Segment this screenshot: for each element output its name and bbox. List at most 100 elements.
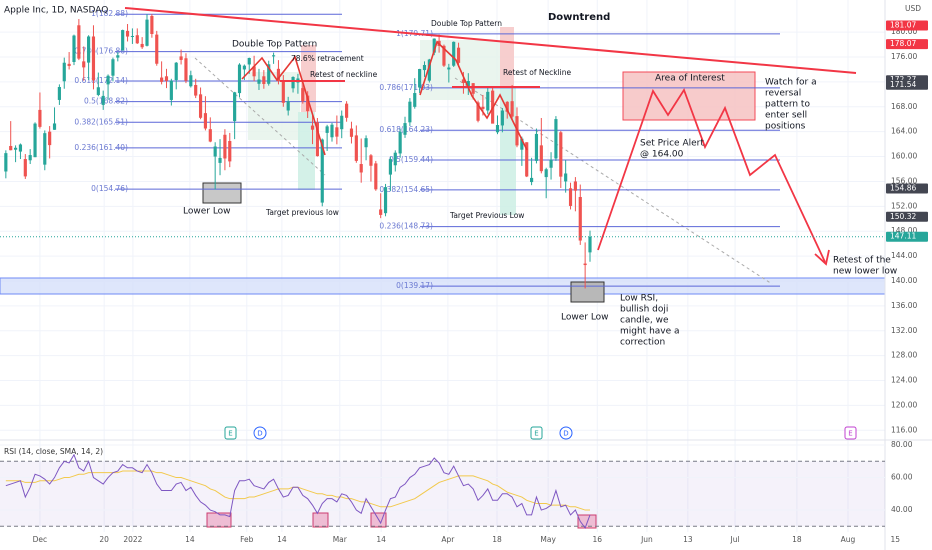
event-icon: [530, 426, 543, 440]
candle-body: [48, 131, 52, 146]
candle-body: [354, 135, 358, 161]
rsi-band: [0, 461, 885, 527]
price-tag-label: 178.07: [890, 39, 916, 48]
event-label[interactable]: E: [848, 430, 852, 438]
candle-body: [573, 181, 577, 191]
candle-body: [72, 35, 76, 62]
candle-body: [510, 101, 514, 117]
candle-body: [218, 157, 222, 163]
annotation: Double Top Pattern: [431, 19, 502, 28]
candle-body: [233, 92, 237, 122]
candle-body: [335, 127, 339, 137]
candle-body: [408, 101, 412, 123]
y-tick-label: 124.00: [891, 376, 917, 385]
annotation: Retest of Neckline: [503, 68, 572, 77]
event-icon: [559, 426, 573, 440]
rsi-tick-label: 60.00: [891, 473, 913, 482]
event-label[interactable]: E: [534, 430, 538, 438]
y-tick-label: 176.00: [891, 52, 917, 61]
projection-arrow: [814, 249, 830, 266]
candle-body: [568, 188, 573, 206]
candle-body: [155, 34, 159, 64]
x-tick-label: Dec: [33, 535, 48, 544]
rsi-line: [5, 453, 591, 529]
x-tick-label: 14: [185, 535, 195, 544]
y-tick-label: 148.00: [891, 226, 917, 235]
candle-body: [418, 69, 422, 88]
candle-body: [106, 75, 110, 85]
candle-body: [286, 101, 290, 111]
candle-body: [82, 61, 86, 68]
x-tick-label: 16: [593, 535, 603, 544]
candle-body: [364, 138, 368, 148]
candle-body: [359, 164, 363, 173]
y-tick-label: 128.00: [891, 351, 917, 360]
annotation: new lower low: [833, 267, 897, 277]
rsi-box: [206, 512, 232, 528]
candle-body: [456, 47, 461, 63]
pattern-path: [241, 55, 326, 156]
y-tick-label: 144.00: [891, 251, 917, 260]
candle-body: [179, 56, 183, 60]
target-box: [298, 112, 315, 190]
annotation: bullish doji: [620, 305, 668, 315]
price-tag-label: 147.11: [890, 232, 916, 241]
candle-body: [194, 85, 198, 96]
candle-body: [101, 95, 105, 105]
candle-body: [349, 128, 354, 137]
candle-body: [325, 126, 329, 133]
candle-body: [588, 236, 592, 253]
candle-body: [145, 19, 149, 46]
candle-body: [252, 66, 256, 77]
candle-body: [208, 129, 212, 142]
annotation: Downtrend: [548, 12, 610, 23]
event-icon: [844, 426, 857, 440]
candle-body: [466, 81, 470, 87]
downtrend-line: [124, 7, 857, 74]
candle-body: [150, 15, 154, 34]
candle-body: [276, 68, 281, 82]
annotation: Double Top Pattern: [232, 40, 317, 50]
event-label[interactable]: E: [228, 430, 232, 438]
candle-body: [345, 103, 349, 118]
y-tick-label: 132.00: [891, 326, 917, 335]
x-tick-label: Feb: [240, 535, 254, 544]
event-label[interactable]: D: [257, 430, 262, 438]
price-tag: [886, 231, 928, 242]
candle-body: [271, 55, 276, 57]
fib-label: 0.618(172.14): [74, 76, 128, 85]
annotation: Area of Interest: [655, 74, 725, 84]
event-icon: [224, 426, 237, 440]
chart-title: Apple Inc, 1D, NASDAQ: [4, 6, 108, 16]
candle-body: [539, 145, 543, 172]
y-tick-label: 120.00: [891, 400, 917, 409]
candle-body: [525, 142, 529, 177]
candle-body: [184, 58, 188, 81]
candle-body: [383, 187, 388, 214]
candle-body: [43, 133, 47, 165]
candle-body: [247, 58, 251, 65]
candle-body: [442, 45, 446, 66]
x-tick-label: 20: [99, 535, 109, 544]
y-tick-label: 136.00: [891, 301, 917, 310]
event-label[interactable]: D: [563, 430, 568, 438]
candle-body: [267, 64, 271, 84]
fib-label: 0.786(176.86): [74, 47, 128, 56]
candle-body: [28, 155, 32, 161]
candle-body: [116, 55, 120, 58]
candle-body: [160, 77, 164, 82]
fib-label: 0.5(159.44): [389, 155, 433, 164]
fib-label: 0.382(165.51): [74, 117, 128, 126]
candle-body: [23, 159, 27, 177]
annotation: might have a: [620, 327, 680, 337]
y-tick-label: 116.00: [891, 425, 917, 434]
candle-body: [559, 132, 563, 177]
candle-body: [169, 80, 173, 100]
annotation: Watch for a: [765, 78, 817, 88]
lower-low-box: [570, 281, 605, 303]
event-icons: E D E D E: [224, 426, 857, 440]
annotation: Lower Low: [183, 207, 231, 217]
candle-body: [242, 65, 246, 70]
annotation: Target previous low: [265, 208, 339, 217]
